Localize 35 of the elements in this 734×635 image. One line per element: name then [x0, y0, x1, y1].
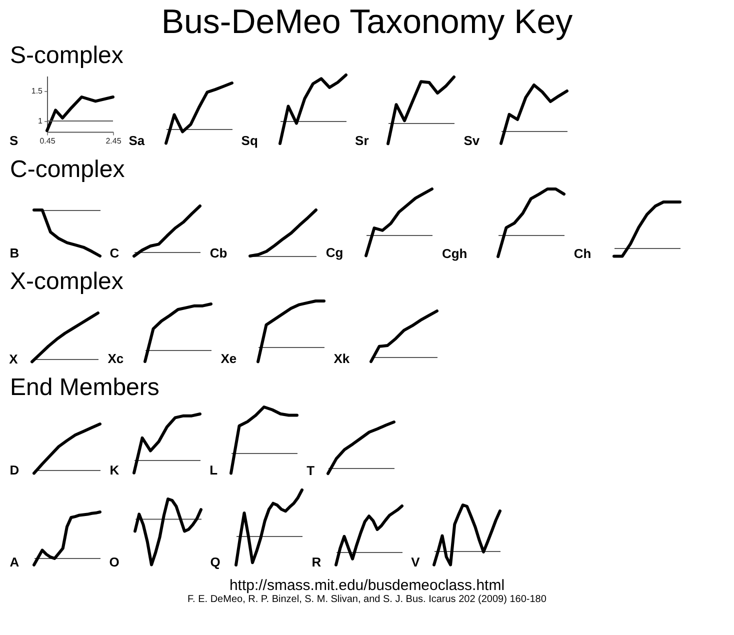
text: B [10, 246, 20, 261]
text: C [110, 246, 120, 261]
text: Xe [220, 351, 237, 366]
text: Q [210, 554, 220, 570]
text: F. E. DeMeo, R. P. Binzel, S. M. Slivan, and S. J. Bus. Icarus 202 (2009) 160-180 [186, 594, 548, 606]
text: C-complex [9, 156, 126, 184]
text: Sr [355, 133, 369, 148]
text: End Members [9, 374, 160, 402]
y-tick-label: 1 [38, 116, 44, 126]
text: L [210, 462, 218, 478]
text: Xk [334, 351, 350, 366]
text: X-complex [9, 268, 124, 296]
text: Sq [241, 133, 258, 148]
text: Cgh [442, 246, 468, 261]
text: R [312, 554, 322, 570]
text: Cb [210, 246, 228, 261]
text: K [110, 462, 120, 478]
text: T [306, 462, 315, 478]
text: http://smass.mit.edu/busdemeoclass.html [228, 577, 506, 594]
text: Bus-DeMeo Taxonomy Key [160, 2, 574, 42]
text: Ch [574, 246, 592, 261]
text: D [10, 462, 20, 478]
text: Xc [108, 351, 124, 366]
x-tick-label: 2.45 [106, 136, 122, 146]
text: Sv [464, 133, 480, 148]
text: O [109, 554, 120, 570]
y-tick-label: 1.5 [31, 86, 44, 96]
text: Sa [128, 133, 146, 148]
x-tick-label: 0.45 [40, 136, 56, 146]
text: S [10, 132, 19, 148]
text: Cg [326, 246, 344, 261]
text: V [411, 554, 420, 570]
text: X [9, 351, 18, 366]
text: A [10, 554, 20, 570]
text: S-complex [9, 42, 124, 70]
